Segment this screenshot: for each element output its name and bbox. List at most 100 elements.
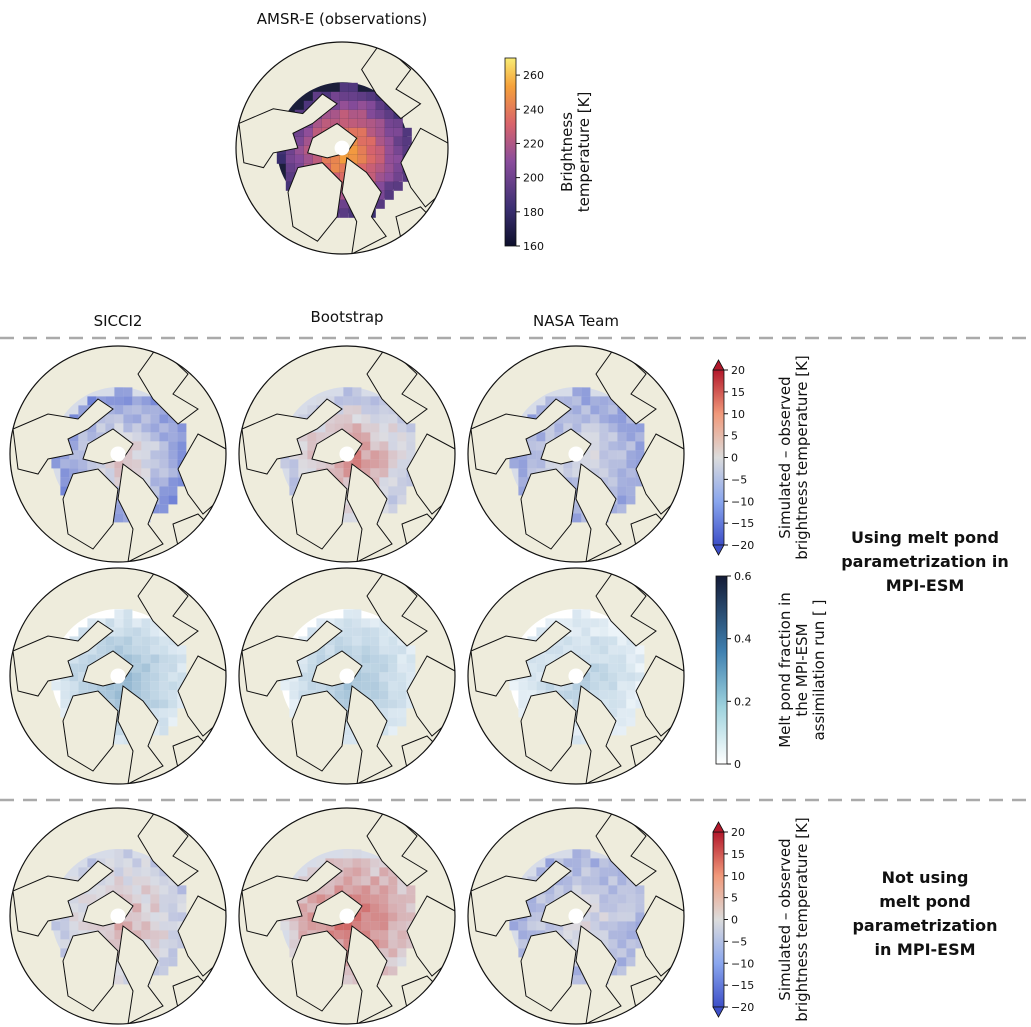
grid-cell: [397, 459, 407, 469]
section-label-nomelt: parametrization: [852, 916, 997, 935]
grid-cell: [159, 450, 169, 460]
grid-cell: [307, 450, 317, 460]
grid-cell: [352, 396, 362, 406]
colorbar-tick-label: −10: [731, 495, 754, 508]
grid-cell: [626, 441, 636, 451]
grid-cell: [150, 708, 160, 718]
grid-cell: [69, 654, 79, 664]
grid-cell: [617, 495, 627, 505]
grid-cell: [388, 495, 398, 505]
grid-cell: [370, 663, 380, 673]
grid-cell: [334, 423, 344, 433]
grid-cell: [168, 423, 178, 433]
grid-cell: [60, 939, 70, 949]
grid-cell: [388, 477, 398, 487]
grid-cell: [325, 885, 335, 895]
pole-hole: [339, 446, 355, 462]
grid-cell: [60, 948, 70, 958]
grid-cell: [406, 912, 416, 922]
grid-cell: [608, 930, 618, 940]
grid-cell: [361, 672, 371, 682]
colorbar-label: Simulated – observed: [776, 838, 794, 1000]
grid-cell: [590, 450, 600, 460]
grid-cell: [599, 876, 609, 886]
grid-cell: [388, 948, 398, 958]
grid-cell: [316, 618, 326, 628]
grid-cell: [69, 450, 79, 460]
grid-cell: [123, 849, 133, 859]
grid-cell: [608, 912, 618, 922]
grid-cell: [370, 939, 380, 949]
grid-cell: [141, 858, 151, 868]
grid-cell: [334, 885, 344, 895]
grid-cell: [617, 939, 627, 949]
grid-cell: [572, 477, 582, 487]
grid-cell: [114, 690, 124, 700]
grid-cell: [599, 618, 609, 628]
map-diff-melt-2: [467, 345, 685, 563]
grid-cell: [87, 459, 97, 469]
grid-cell: [388, 708, 398, 718]
grid-cell: [132, 423, 142, 433]
grid-cell: [388, 636, 398, 646]
grid-cell: [635, 939, 645, 949]
grid-cell: [527, 912, 537, 922]
grid-cell: [361, 894, 371, 904]
grid-cell: [406, 450, 416, 460]
grid-cell: [599, 627, 609, 637]
grid-cell: [361, 414, 371, 424]
map-border: [235, 41, 449, 255]
grid-cell: [339, 109, 349, 119]
grid-cell: [572, 636, 582, 646]
map-border: [9, 807, 227, 1025]
colorbar-tick-label: 10: [731, 408, 745, 421]
grid-cell: [352, 423, 362, 433]
grid-cell: [379, 441, 389, 451]
colorbar-tick-label: 0: [731, 452, 738, 465]
grid-cell: [581, 858, 591, 868]
grid-cell: [572, 858, 582, 868]
grid-cell: [590, 645, 600, 655]
grid-cell: [393, 163, 403, 173]
grid-cell: [280, 459, 290, 469]
pole-hole: [568, 446, 584, 462]
grid-cell: [545, 894, 555, 904]
grid-cell: [352, 894, 362, 904]
grid-cell: [141, 672, 151, 682]
grid-cell: [370, 681, 380, 691]
grid-cell: [572, 876, 582, 886]
grid-cell: [608, 921, 618, 931]
grid-cell: [635, 654, 645, 664]
grid-cell: [123, 627, 133, 637]
map-content: [10, 808, 226, 1024]
map-content: [468, 568, 684, 784]
grid-cell: [141, 441, 151, 451]
grid-cell: [105, 414, 115, 424]
coastline: [520, 930, 577, 1012]
grid-cell: [599, 699, 609, 709]
grid-cell: [114, 726, 124, 736]
grid-cell: [545, 423, 555, 433]
grid-cell: [114, 636, 124, 646]
grid-cell: [366, 163, 376, 173]
grid-cell: [572, 690, 582, 700]
grid-cell: [608, 654, 618, 664]
coastline: [12, 398, 114, 475]
grid-cell: [159, 699, 169, 709]
grid-cell: [617, 690, 627, 700]
grid-cell: [397, 939, 407, 949]
grid-cell: [599, 894, 609, 904]
grid-cell: [572, 849, 582, 859]
grid-cell: [352, 876, 362, 886]
grid-cell: [150, 468, 160, 478]
grid-cell: [608, 672, 618, 682]
grid-cell: [132, 459, 142, 469]
grid-cell: [78, 921, 88, 931]
grid-cell: [330, 91, 340, 101]
grid-cell: [132, 636, 142, 646]
grid-cell: [361, 921, 371, 931]
grid-cell: [388, 921, 398, 931]
grid-cell: [352, 645, 362, 655]
coastline: [595, 568, 657, 647]
grid-cell: [132, 645, 142, 655]
